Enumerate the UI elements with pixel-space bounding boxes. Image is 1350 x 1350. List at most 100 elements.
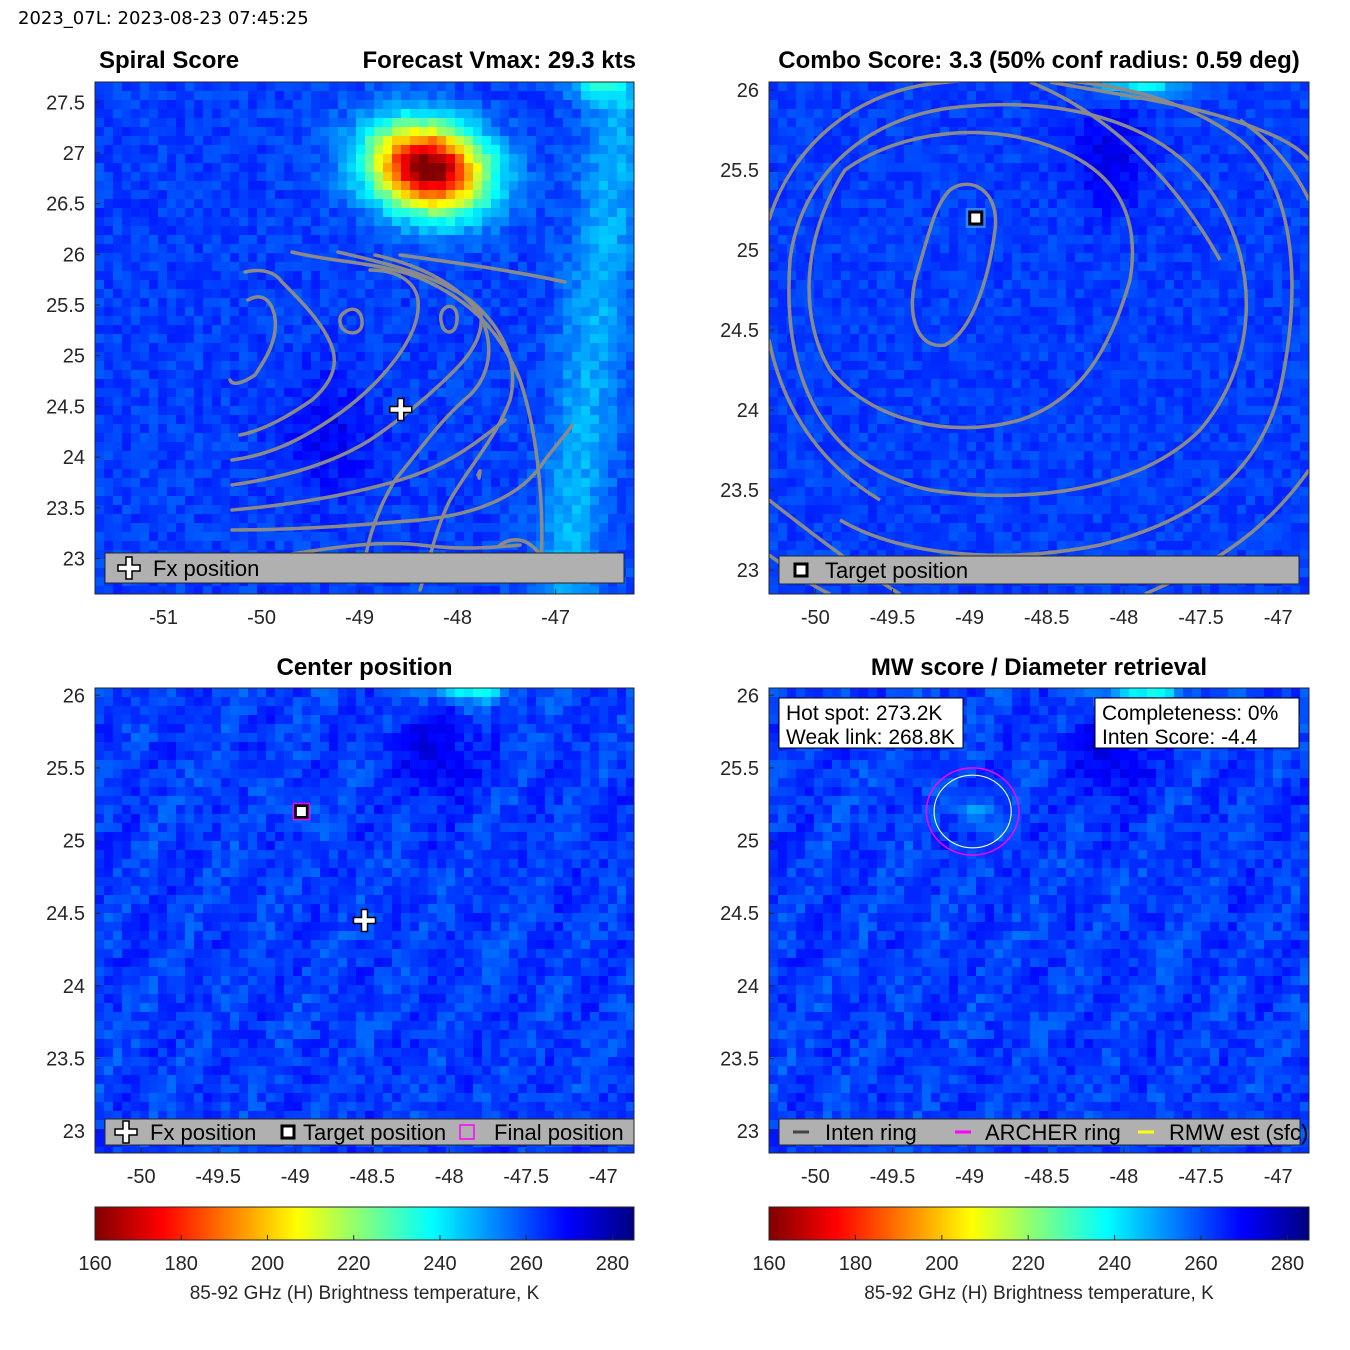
heatmap-cell: [617, 469, 627, 479]
heatmap-cell: [527, 190, 537, 200]
heatmap-cell: [95, 298, 105, 308]
heatmap-cell: [113, 433, 123, 443]
heatmap-cell: [203, 190, 213, 200]
heatmap-cell: [113, 280, 123, 290]
heatmap-cell: [778, 586, 788, 594]
heatmap-cell: [967, 487, 977, 497]
heatmap-cell: [886, 307, 896, 317]
heatmap-cell: [850, 208, 860, 218]
contour-line: [230, 268, 420, 462]
heatmap-cell: [410, 361, 420, 371]
heatmap-cell: [356, 208, 366, 218]
heatmap-cell: [464, 136, 474, 146]
heatmap-cell: [194, 505, 204, 515]
heatmap-cell: [203, 181, 213, 191]
heatmap-cell: [958, 523, 968, 533]
heatmap-cell: [437, 253, 447, 263]
heatmap-cell: [886, 289, 896, 299]
heatmap-cell: [563, 262, 573, 272]
heatmap-cell: [545, 442, 555, 452]
heatmap-cell: [500, 262, 510, 272]
heatmap-cell: [563, 415, 573, 425]
heatmap-cell: [437, 181, 447, 191]
heatmap-cell: [122, 334, 132, 344]
heatmap-cell: [185, 307, 195, 317]
heatmap-cell: [185, 442, 195, 452]
heatmap-cell: [832, 307, 842, 317]
heatmap-cell: [401, 442, 411, 452]
heatmap-cell: [599, 343, 609, 353]
heatmap-cell: [491, 244, 501, 254]
heatmap-cell: [104, 172, 114, 182]
heatmap-cell: [158, 217, 168, 227]
heatmap-cell: [122, 208, 132, 218]
heatmap-cell: [374, 298, 384, 308]
heatmap-cell: [886, 244, 896, 254]
heatmap-cell: [841, 478, 851, 488]
heatmap-cell: [823, 334, 833, 344]
heatmap-cell: [769, 577, 779, 587]
heatmap-cell: [194, 334, 204, 344]
heatmap-cell: [976, 172, 986, 182]
heatmap-cell: [95, 244, 105, 254]
heatmap-cell: [176, 136, 186, 146]
axes-frame-spiral: [94, 81, 635, 595]
heatmap-cell: [536, 226, 546, 236]
heatmap-cell: [122, 514, 132, 524]
heatmap-cell: [320, 496, 330, 506]
contour-line: [338, 307, 364, 335]
heatmap-cell: [239, 298, 249, 308]
heatmap-cell: [185, 361, 195, 371]
heatmap-cell: [859, 424, 869, 434]
heatmap-cell: [850, 370, 860, 380]
heatmap-cell: [491, 109, 501, 119]
heatmap-cell: [778, 280, 788, 290]
heatmap-cell: [967, 478, 977, 488]
heatmap-cell: [221, 208, 231, 218]
heatmap-cell: [841, 199, 851, 209]
heatmap-cell: [581, 154, 591, 164]
heatmap-cell: [572, 406, 582, 416]
heatmap-cell: [419, 280, 429, 290]
heatmap-cell: [383, 298, 393, 308]
contour-line: [238, 268, 337, 437]
heatmap-cell: [581, 235, 591, 245]
heatmap-cell: [994, 451, 1004, 461]
heatmap-cell: [985, 397, 995, 407]
heatmap-cell: [446, 361, 456, 371]
heatmap-cell: [805, 136, 815, 146]
heatmap-cell: [122, 217, 132, 227]
heatmap-cell: [841, 262, 851, 272]
heatmap-cell: [769, 496, 779, 506]
heatmap-cell: [239, 190, 249, 200]
heatmap-cell: [347, 478, 357, 488]
heatmap-cell: [158, 154, 168, 164]
heatmap-cell: [266, 370, 276, 380]
heatmap-cell: [374, 496, 384, 506]
heatmap-cell: [419, 433, 429, 443]
heatmap-cell: [311, 127, 321, 137]
heatmap-cell: [437, 523, 447, 533]
heatmap-cell: [985, 442, 995, 452]
heatmap-cell: [347, 109, 357, 119]
heatmap-cell: [509, 343, 519, 353]
heatmap-cell: [473, 118, 483, 128]
heatmap-cell: [967, 226, 977, 236]
heatmap-cell: [877, 433, 887, 443]
heatmap-cell: [302, 325, 312, 335]
heatmap-cell: [158, 244, 168, 254]
heatmap-cell: [895, 532, 905, 542]
heatmap-cell: [464, 361, 474, 371]
heatmap-cell: [257, 523, 267, 533]
heatmap-cell: [922, 469, 932, 479]
heatmap-cell: [886, 496, 896, 506]
heatmap-cell: [931, 514, 941, 524]
heatmap-cell: [617, 109, 627, 119]
heatmap-cell: [922, 208, 932, 218]
heatmap-cell: [320, 100, 330, 110]
heatmap-cell: [455, 271, 465, 281]
heatmap-cell: [850, 280, 860, 290]
heatmap-cell: [176, 433, 186, 443]
heatmap-cell: [967, 361, 977, 371]
heatmap-cell: [509, 145, 519, 155]
